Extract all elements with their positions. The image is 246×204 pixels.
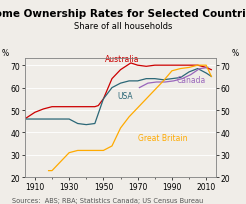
Text: %: % <box>232 49 239 58</box>
Text: USA: USA <box>117 91 133 100</box>
Text: %: % <box>2 49 9 58</box>
Text: Australia: Australia <box>105 54 140 63</box>
Text: Share of all households: Share of all households <box>74 21 172 30</box>
Text: Canada: Canada <box>177 76 206 85</box>
Text: Home Ownership Rates for Selected Countries: Home Ownership Rates for Selected Countr… <box>0 9 246 19</box>
Text: Great Britain: Great Britain <box>138 134 187 143</box>
Text: Sources:  ABS; RBA; Statistics Canada; US Census Bureau: Sources: ABS; RBA; Statistics Canada; US… <box>12 197 203 203</box>
